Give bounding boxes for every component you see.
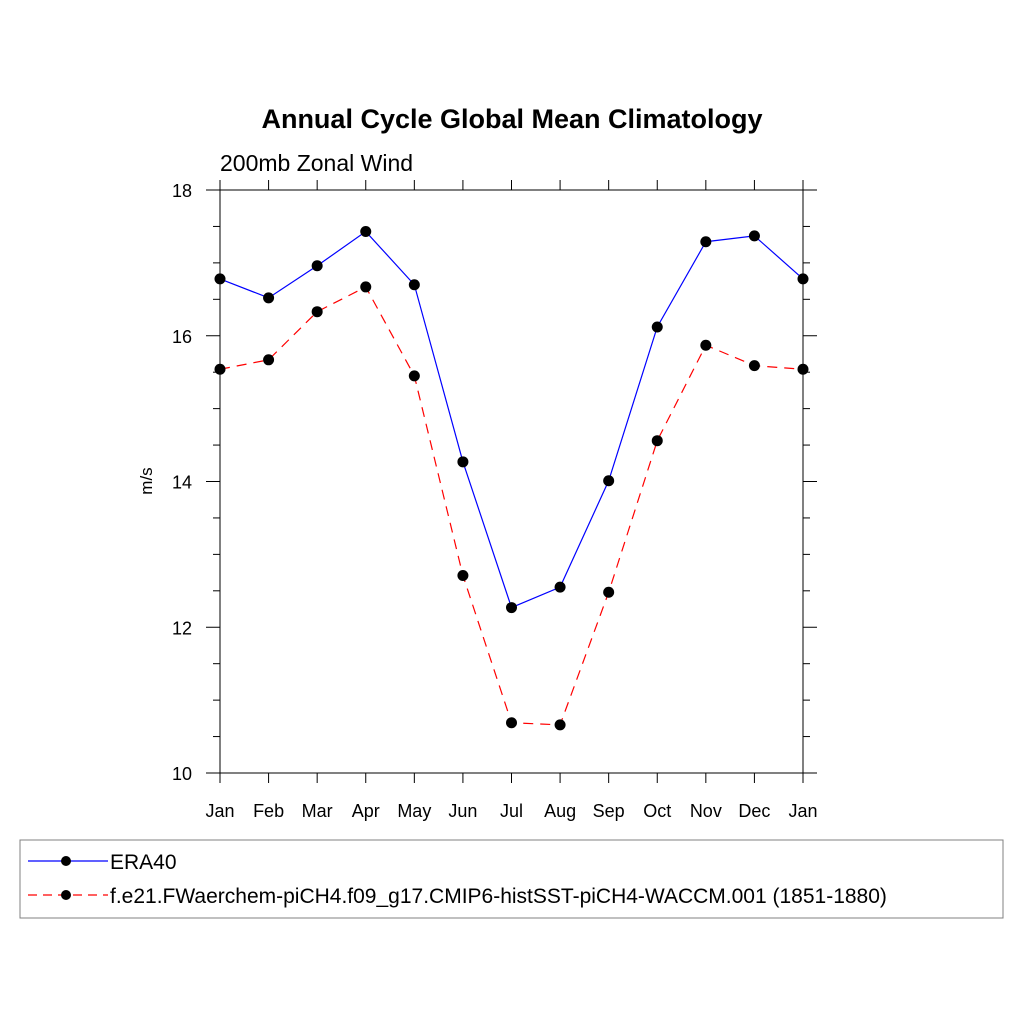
series-1-point: [700, 339, 712, 351]
series-1-point: [506, 717, 517, 729]
x-tick-label: Oct: [643, 801, 671, 821]
plot-series: [214, 226, 809, 731]
series-0-point: [748, 230, 760, 242]
series-0-point: [408, 279, 420, 291]
x-tick-label: Mar: [302, 801, 333, 821]
series-0-point: [263, 292, 275, 304]
x-tick-label: Jan: [788, 801, 817, 821]
y-tick-label: 12: [172, 618, 192, 638]
y-tick-label: 16: [172, 327, 192, 347]
series-0-point: [651, 321, 663, 333]
series-0-point: [554, 581, 566, 593]
series-1-point: [457, 570, 469, 582]
series-0-point: [311, 260, 323, 272]
x-tick-label: Dec: [738, 801, 770, 821]
x-tick-label: Nov: [690, 801, 722, 821]
series-1-point: [360, 281, 372, 293]
y-tick-label: 10: [172, 764, 192, 784]
y-axis-label: m/s: [137, 467, 156, 494]
series-1-point: [748, 360, 760, 372]
series-1-point: [263, 354, 275, 366]
series-0-point: [603, 475, 615, 487]
series-1-point: [554, 719, 566, 731]
legend-label-era40: ERA40: [110, 851, 177, 874]
y-tick-label: 18: [172, 181, 192, 201]
series-line-1: [219, 286, 804, 726]
x-tick-label: Aug: [544, 801, 576, 821]
series-0-point: [360, 226, 372, 238]
y-tick-label: 14: [172, 473, 192, 493]
plot-frame: [219, 189, 804, 774]
x-tick-label: May: [397, 801, 431, 821]
series-line-0: [219, 230, 804, 609]
legend-marker-era40: [61, 856, 71, 866]
x-tick-label: Jun: [448, 801, 477, 821]
chart-title: Annual Cycle Global Mean Climatology: [261, 104, 762, 134]
legend-label-model: f.e21.FWaerchem-piCH4.f09_g17.CMIP6-hist…: [110, 885, 887, 908]
series-0-point: [214, 273, 226, 285]
axes: Jan Feb Mar Apr May Jun Jul Aug Sep Oct Nov Dec Jan 1…: [172, 180, 818, 821]
series-0-point: [797, 273, 809, 285]
x-tick-label: Jan: [205, 801, 234, 821]
legend: ERA40 f.e21.FWaerchem-piCH4.f09_g17.CMIP…: [19, 839, 1004, 919]
x-tick-label: Feb: [253, 801, 284, 821]
legend-box: [19, 839, 1004, 919]
series-1-point: [603, 586, 615, 598]
series-1-point: [797, 363, 809, 375]
x-tick-label: Sep: [593, 801, 625, 821]
chart-subtitle: 200mb Zonal Wind: [220, 150, 413, 176]
x-tick-label: Apr: [352, 801, 380, 821]
series-1-point: [651, 435, 663, 447]
series-0-point: [457, 456, 469, 468]
series-0-point: [700, 236, 712, 248]
series-1-point: [311, 306, 323, 318]
x-tick-label: Jul: [500, 801, 523, 821]
series-0-point: [506, 602, 517, 614]
series-1-point: [408, 370, 420, 382]
legend-marker-model: [61, 890, 71, 900]
series-1-point: [214, 363, 226, 375]
